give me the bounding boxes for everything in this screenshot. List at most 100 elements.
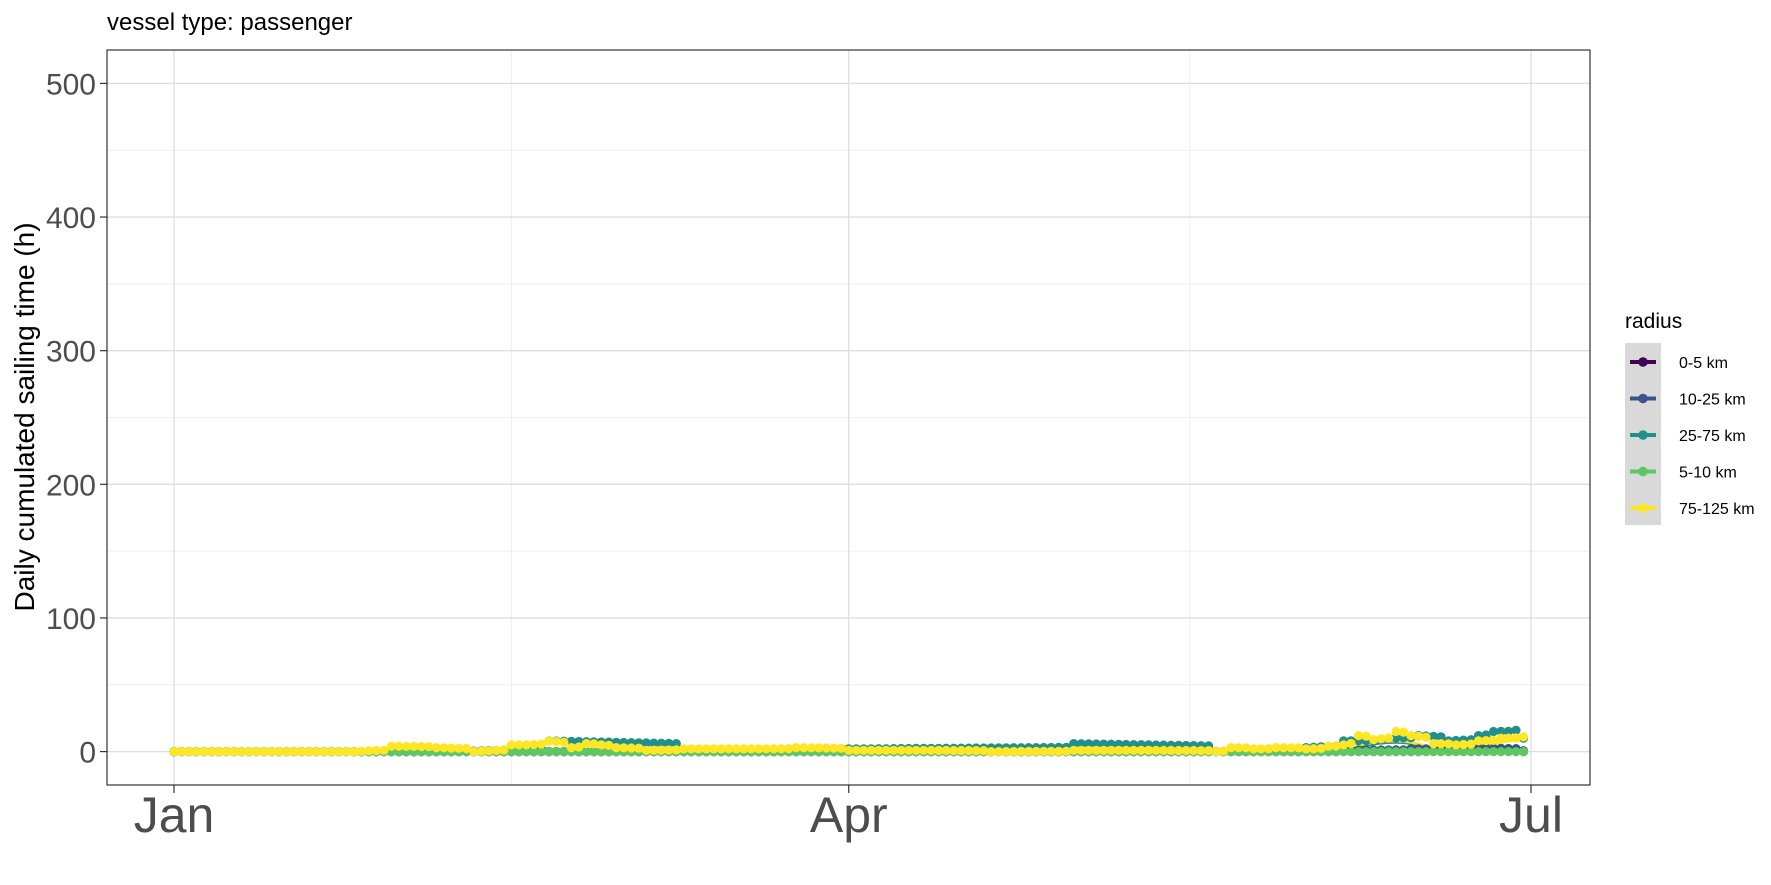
data-point xyxy=(971,746,981,756)
data-point xyxy=(206,747,217,757)
data-point xyxy=(1046,746,1056,756)
data-point xyxy=(1451,747,1461,757)
data-point xyxy=(1398,747,1409,757)
data-point xyxy=(1001,746,1011,757)
data-point xyxy=(544,736,554,746)
data-point xyxy=(604,740,614,750)
data-point xyxy=(326,747,336,757)
data-point xyxy=(1286,743,1296,753)
data-point xyxy=(1421,732,1431,742)
data-point xyxy=(536,747,547,757)
data-point xyxy=(1369,747,1379,757)
data-point xyxy=(1369,735,1379,745)
data-point xyxy=(1384,747,1394,757)
data-point xyxy=(949,745,959,756)
data-point xyxy=(1346,747,1356,757)
data-point xyxy=(529,739,539,750)
data-point xyxy=(439,743,449,753)
data-point xyxy=(341,747,351,757)
data-point xyxy=(1443,739,1454,749)
data-point xyxy=(649,738,659,748)
data-point xyxy=(1301,744,1311,754)
data-point xyxy=(979,746,989,756)
data-point xyxy=(731,744,741,754)
data-point xyxy=(1061,746,1071,756)
data-point xyxy=(551,747,562,757)
data-point xyxy=(521,747,532,757)
data-point xyxy=(1398,727,1409,737)
data-point xyxy=(874,745,884,755)
data-point xyxy=(1151,745,1161,755)
data-point xyxy=(1428,731,1439,742)
data-point xyxy=(1196,746,1206,756)
data-point xyxy=(274,747,284,757)
data-point xyxy=(814,743,824,753)
data-point xyxy=(1458,747,1469,757)
data-point xyxy=(649,745,659,755)
legend-key-point xyxy=(1638,357,1648,367)
data-point xyxy=(491,745,501,756)
data-point xyxy=(214,747,224,757)
data-point xyxy=(806,743,816,753)
data-point xyxy=(1076,745,1086,755)
data-point xyxy=(1264,744,1274,754)
data-point xyxy=(1166,745,1176,756)
chart-title: vessel type: passenger xyxy=(107,9,352,36)
data-point xyxy=(1039,746,1049,756)
data-point xyxy=(964,745,974,756)
data-point xyxy=(581,747,591,757)
data-point xyxy=(1511,747,1521,757)
legend-key-point xyxy=(1638,466,1648,477)
data-point xyxy=(476,746,486,756)
legend-label: 0-5 km xyxy=(1679,355,1728,372)
y-axis-label: Daily cumulated sailing time (h) xyxy=(9,222,40,611)
data-point xyxy=(416,741,426,752)
data-point xyxy=(1503,733,1514,743)
data-point xyxy=(1361,747,1371,757)
data-point xyxy=(176,747,187,757)
x-tick-label: Jul xyxy=(1499,787,1563,843)
data-point xyxy=(589,739,599,749)
data-point xyxy=(371,746,381,756)
data-point xyxy=(1331,741,1341,751)
data-point xyxy=(259,747,269,757)
data-point xyxy=(499,745,509,755)
data-point xyxy=(1428,747,1439,757)
data-point xyxy=(1391,733,1401,743)
data-point xyxy=(1091,739,1101,749)
legend-key-point xyxy=(1638,503,1648,513)
data-point xyxy=(304,747,314,757)
data-point xyxy=(1413,747,1424,757)
data-point xyxy=(1503,747,1514,757)
data-point xyxy=(574,742,584,752)
data-point xyxy=(1339,747,1349,757)
data-point xyxy=(1413,731,1424,742)
data-point xyxy=(1294,743,1304,753)
data-point xyxy=(1466,739,1476,749)
data-point xyxy=(1391,747,1401,757)
data-point xyxy=(1136,745,1146,755)
data-point xyxy=(1361,731,1371,741)
data-point xyxy=(221,747,232,757)
data-point xyxy=(776,744,786,754)
data-point xyxy=(1339,740,1349,750)
data-point xyxy=(1406,731,1416,741)
data-point xyxy=(844,745,854,755)
data-point xyxy=(334,747,344,757)
data-point xyxy=(1069,745,1079,755)
data-point xyxy=(244,747,254,757)
data-point xyxy=(1496,726,1506,737)
data-point xyxy=(536,739,547,749)
data-point xyxy=(1241,743,1251,753)
data-point xyxy=(1129,745,1139,755)
data-point xyxy=(1249,744,1259,754)
x-axis: Jan Apr Jul xyxy=(134,785,1563,843)
data-point xyxy=(619,743,629,753)
x-tick-label: Apr xyxy=(810,787,888,843)
data-point xyxy=(1106,745,1116,755)
data-point xyxy=(1354,731,1364,741)
data-point xyxy=(1211,747,1221,757)
data-point xyxy=(1436,732,1446,742)
data-point xyxy=(896,745,906,755)
data-point xyxy=(1376,734,1386,744)
